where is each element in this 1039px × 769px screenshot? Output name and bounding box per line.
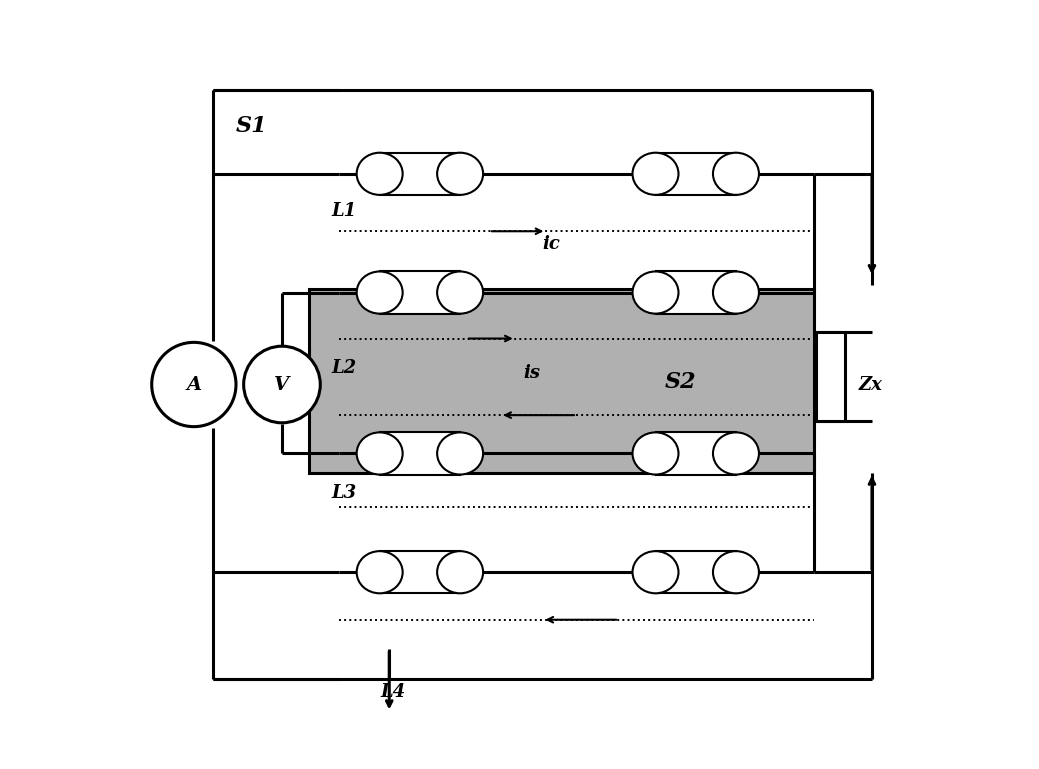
Bar xyxy=(656,432,736,474)
Circle shape xyxy=(152,342,236,427)
Text: L3: L3 xyxy=(331,484,357,502)
Text: L1: L1 xyxy=(331,202,357,220)
Bar xyxy=(816,332,845,421)
Ellipse shape xyxy=(713,432,758,474)
Text: L4: L4 xyxy=(380,683,405,701)
Text: L2: L2 xyxy=(331,359,357,377)
Text: is: is xyxy=(524,365,540,382)
Bar xyxy=(656,551,736,594)
Text: A: A xyxy=(186,375,202,394)
Ellipse shape xyxy=(437,153,483,195)
Text: Zx: Zx xyxy=(858,375,882,394)
Ellipse shape xyxy=(713,153,758,195)
Bar xyxy=(379,551,460,594)
Ellipse shape xyxy=(437,432,483,474)
Bar xyxy=(309,288,815,473)
Ellipse shape xyxy=(356,271,403,314)
Ellipse shape xyxy=(437,551,483,594)
Text: V: V xyxy=(274,375,290,394)
Ellipse shape xyxy=(356,551,403,594)
Ellipse shape xyxy=(633,551,678,594)
Text: ic: ic xyxy=(542,235,560,253)
Ellipse shape xyxy=(633,153,678,195)
Ellipse shape xyxy=(356,153,403,195)
Bar xyxy=(379,271,460,314)
Ellipse shape xyxy=(633,432,678,474)
Text: S1: S1 xyxy=(236,115,268,137)
Circle shape xyxy=(244,346,320,423)
Bar xyxy=(656,271,736,314)
Bar xyxy=(379,432,460,474)
Ellipse shape xyxy=(713,271,758,314)
Text: S2: S2 xyxy=(665,371,697,393)
Bar xyxy=(379,153,460,195)
Bar xyxy=(656,153,736,195)
Ellipse shape xyxy=(356,432,403,474)
Ellipse shape xyxy=(713,551,758,594)
Ellipse shape xyxy=(437,271,483,314)
Ellipse shape xyxy=(633,271,678,314)
